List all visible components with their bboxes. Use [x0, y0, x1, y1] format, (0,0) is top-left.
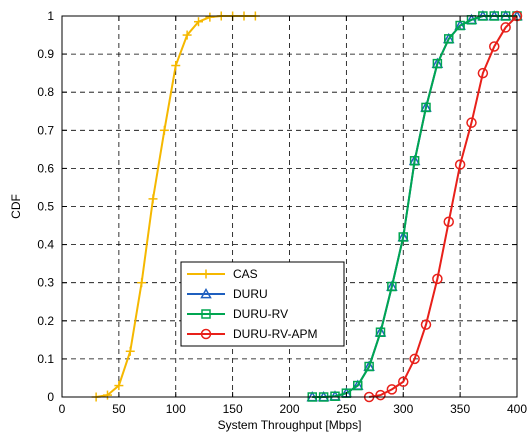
y-tick-label: 0.9: [37, 47, 54, 61]
x-axis-label: System Throughput [Mbps]: [218, 418, 362, 432]
legend-item: DURU: [187, 287, 268, 301]
data-point: [171, 61, 181, 71]
data-point: [432, 58, 443, 69]
legend-marker: [200, 287, 212, 299]
y-tick-label: 0: [47, 390, 54, 404]
data-point: [375, 327, 386, 337]
data-point: [432, 273, 443, 285]
x-tick-label: 150: [223, 402, 243, 416]
x-tick-label: 400: [507, 402, 527, 416]
x-tick-label: 200: [279, 402, 299, 416]
legend-label: DURU: [233, 287, 268, 301]
data-point: [182, 30, 192, 40]
x-tick-label: 100: [166, 402, 186, 416]
x-tick-label: 300: [393, 402, 413, 416]
data-point: [364, 361, 374, 372]
data-point: [353, 380, 363, 391]
data-point: [409, 156, 420, 166]
legend-marker: [200, 328, 212, 340]
data-point: [148, 194, 158, 204]
x-tick-label: 250: [336, 402, 356, 416]
y-tick-label: 0.1: [37, 352, 54, 366]
data-point: [454, 159, 466, 170]
data-point: [194, 17, 203, 27]
x-tick-label: 50: [112, 402, 126, 416]
data-point: [137, 278, 147, 288]
y-tick-label: 0.6: [37, 161, 54, 175]
data-point: [398, 232, 408, 242]
legend-item: CAS: [187, 267, 258, 281]
data-point: [159, 125, 169, 135]
data-point: [386, 384, 398, 395]
x-axis-ticks: 0 50 100 150 200 250 300 350 400: [59, 16, 527, 416]
grid-lines: [62, 16, 517, 397]
data-point: [103, 390, 112, 400]
legend-marker: [201, 309, 211, 319]
data-point: [125, 346, 135, 356]
data-point: [330, 391, 340, 401]
data-point: [205, 12, 215, 22]
data-point: [398, 376, 409, 388]
y-tick-label: 0.5: [37, 200, 54, 214]
x-tick-label: 0: [59, 402, 66, 416]
legend: CAS DURU DURU-RV DURU-RV-APM: [180, 261, 345, 347]
data-point: [443, 216, 454, 227]
legend-box: [180, 261, 345, 347]
data-point: [455, 20, 465, 31]
data-point: [489, 41, 500, 52]
x-tick-label: 350: [450, 402, 470, 416]
data-point: [114, 381, 124, 391]
y-tick-label: 1: [47, 9, 54, 23]
y-tick-label: 0.8: [37, 85, 54, 99]
data-point: [500, 22, 511, 33]
data-point: [421, 102, 431, 113]
legend-item: DURU-RV-APM: [187, 327, 317, 341]
legend-label: CAS: [233, 267, 258, 281]
data-point: [387, 281, 397, 292]
y-tick-label: 0.7: [37, 123, 54, 137]
data-point: [375, 389, 386, 401]
y-axis-ticks: 0 0.1 0.2 0.3 0.4 0.5 0.6 0.7 0.8 0.9 1: [37, 9, 517, 404]
y-tick-label: 0.3: [37, 276, 54, 290]
data-point: [444, 34, 454, 44]
legend-label: DURU-RV: [233, 307, 288, 321]
data-point: [420, 319, 432, 330]
legend-marker: [201, 269, 211, 279]
y-axis-label: CDF: [9, 194, 23, 219]
data-point: [409, 353, 420, 365]
y-tick-label: 0.4: [37, 238, 54, 252]
data-point: [466, 117, 477, 128]
legend-item: DURU-RV: [187, 307, 288, 321]
y-tick-label: 0.2: [37, 314, 54, 328]
legend-label: DURU-RV-APM: [233, 327, 317, 341]
data-point: [477, 67, 489, 79]
